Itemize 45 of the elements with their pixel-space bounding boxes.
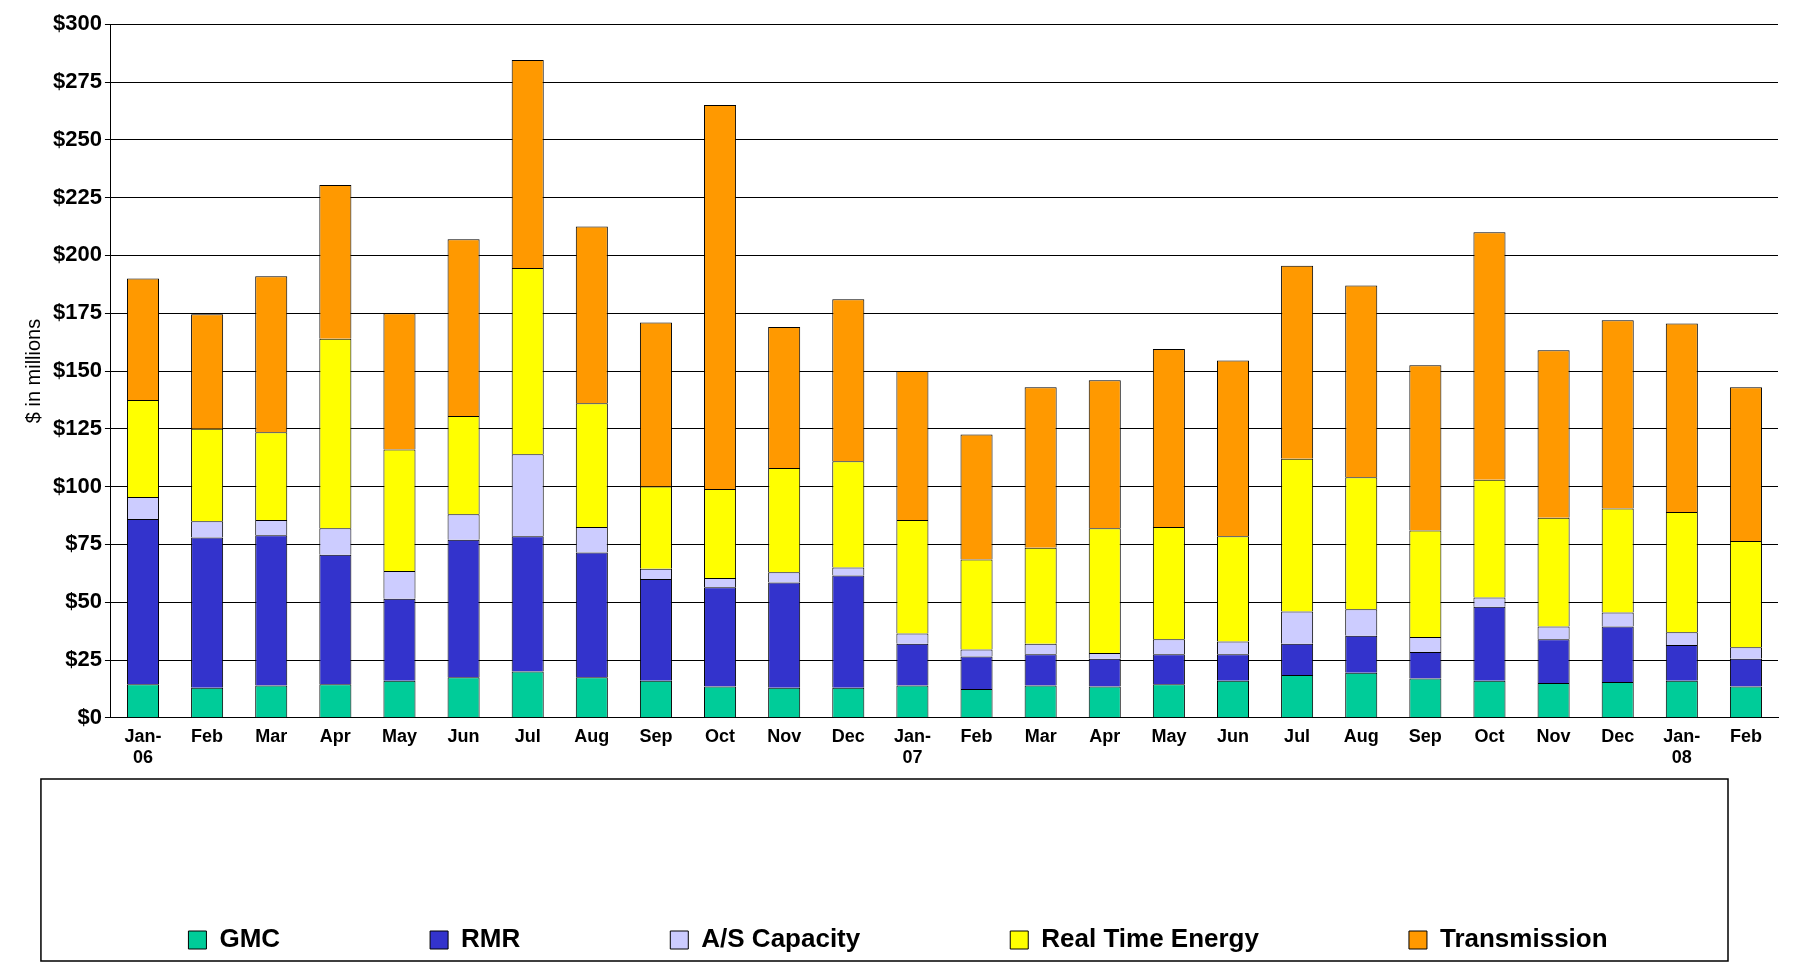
- x-tick-label: Nov: [767, 725, 802, 746]
- x-tick-label: Nov: [1536, 725, 1571, 746]
- y-tick-label: $50: [65, 588, 102, 614]
- y-tick-label: $125: [52, 414, 102, 440]
- x-tick-label: Feb: [1729, 725, 1762, 746]
- x-tick-label: Mar: [255, 725, 288, 746]
- x-tick-label: Jul: [514, 725, 541, 746]
- legend-label: Transmission: [1439, 923, 1608, 954]
- x-tick-label: Jan-07: [893, 725, 931, 768]
- x-tick-label: Sep: [1408, 725, 1442, 746]
- x-tick-label: Jun: [447, 725, 480, 746]
- x-tick-label: Aug: [574, 725, 610, 746]
- x-tick-label: Mar: [1024, 725, 1057, 746]
- y-axis-title: $ in millions: [21, 318, 44, 424]
- legend-label: RMR: [461, 923, 521, 954]
- x-tick-label: Sep: [639, 725, 673, 746]
- y-tick-label: $75: [65, 530, 102, 556]
- x-tick-label: Feb: [191, 725, 224, 746]
- y-tick-label: $225: [52, 183, 102, 209]
- x-tick-label: Apr: [1089, 725, 1121, 746]
- x-tick-label: Jan-06: [124, 725, 162, 768]
- legend-label: Real Time Energy: [1041, 923, 1260, 954]
- legend-label: GMC: [219, 923, 281, 954]
- y-tick-label: $100: [52, 472, 102, 498]
- x-tick-label: Dec: [831, 725, 865, 746]
- y-tick-label: $0: [77, 703, 102, 729]
- y-tick-label: $25: [65, 646, 102, 672]
- y-tick-label: $150: [52, 357, 102, 383]
- x-tick-label: Oct: [705, 725, 736, 746]
- y-tick-label: $250: [52, 125, 102, 151]
- x-tick-label: May: [381, 725, 417, 746]
- x-tick-label: Aug: [1343, 725, 1379, 746]
- y-tick-label: $300: [52, 10, 102, 36]
- x-tick-label: May: [1151, 725, 1187, 746]
- x-tick-label: Feb: [960, 725, 993, 746]
- legend-label: A/S Capacity: [701, 923, 861, 954]
- y-tick-label: $275: [52, 68, 102, 94]
- x-tick-label: Apr: [319, 725, 351, 746]
- x-tick-label: Jul: [1284, 725, 1311, 746]
- x-tick-label: Dec: [1601, 725, 1635, 746]
- x-tick-label: Jun: [1216, 725, 1250, 746]
- x-tick-label: Oct: [1474, 725, 1505, 746]
- y-tick-label: $200: [52, 241, 102, 267]
- x-tick-label: Jan-08: [1663, 725, 1701, 768]
- y-tick-label: $175: [52, 299, 102, 325]
